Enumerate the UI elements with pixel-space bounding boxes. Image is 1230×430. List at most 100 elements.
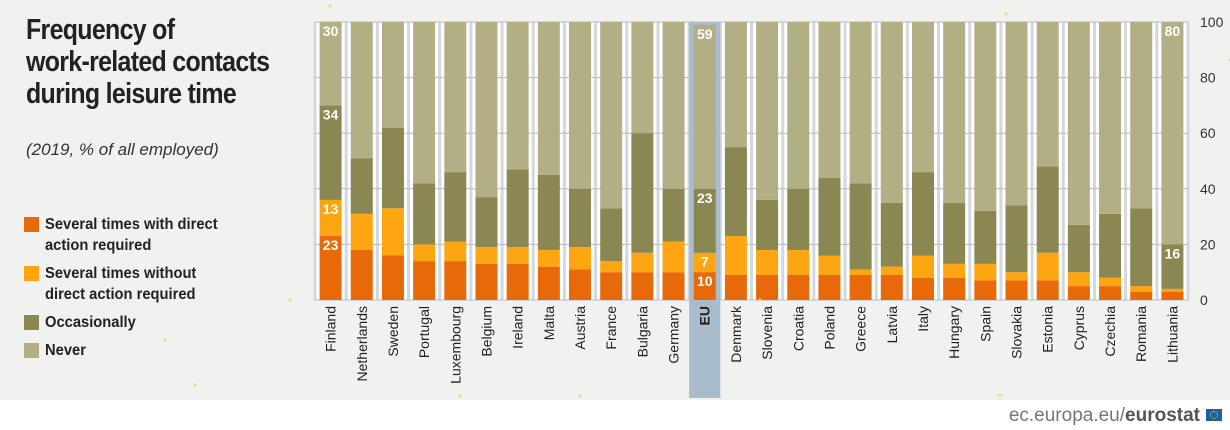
x-tick-label: Portugal: [416, 306, 432, 358]
x-tick-label: Estonia: [1040, 306, 1056, 353]
bar-segment: [818, 274, 841, 300]
title-line: Frequency of: [26, 14, 175, 46]
bar-segment: [1005, 280, 1028, 300]
bar-segment: [1099, 286, 1122, 300]
x-tick-label: Poland: [821, 306, 837, 350]
bar-segment: [1130, 286, 1153, 292]
bar-segment: [569, 269, 592, 300]
bar-segment: [1161, 288, 1184, 292]
legend-swatch: [24, 266, 39, 281]
data-label: 59: [697, 26, 713, 42]
bar-segment: [631, 252, 654, 273]
x-tick-label: Denmark: [728, 305, 744, 363]
bar-segment: [911, 255, 934, 278]
bar-segment: [756, 22, 779, 200]
bar-segment: [693, 188, 716, 253]
bar-segment: [350, 22, 373, 159]
y-tick-label: 40: [1200, 181, 1216, 197]
bar-segment: [818, 22, 841, 178]
x-tick-label: Finland: [323, 306, 339, 352]
bar-segment: [475, 22, 498, 198]
bar-segment: [911, 22, 934, 173]
data-label: 34: [323, 106, 339, 122]
y-tick-label: 0: [1200, 292, 1208, 308]
bar-segment: [475, 263, 498, 300]
bar-segment: [506, 247, 529, 264]
bar-segment: [662, 241, 685, 273]
bar-segment: [974, 263, 997, 281]
x-tick-label: Spain: [977, 306, 993, 342]
stacked-bar-chart: 0 20 40 60 80 100 23 13 34 30 Finland Netherlands Sw…: [163, 4, 1230, 398]
x-tick-label: Greece: [853, 306, 869, 352]
x-tick-label: Croatia: [790, 306, 806, 351]
bar-segment: [849, 274, 872, 300]
x-tick-label: Czechia: [1102, 306, 1118, 357]
bar-segment: [849, 269, 872, 275]
legend-item: Never: [24, 340, 255, 361]
x-tick-label: Romania: [1133, 306, 1149, 362]
legend-item: Several times with direct action require…: [24, 214, 255, 256]
bar-segment: [475, 247, 498, 264]
bar-segment: [1067, 224, 1090, 273]
bar-segment: [724, 274, 747, 300]
bar-segment: [506, 169, 529, 248]
x-tick-label: Luxembourg: [447, 306, 463, 384]
data-label: 10: [697, 273, 713, 289]
source-link[interactable]: ec.europa.eu/eurostat: [1009, 405, 1200, 427]
bar-segment: [1036, 22, 1059, 167]
bar-segment: [943, 263, 966, 278]
bar-segment: [381, 22, 404, 128]
bar-segment: [1099, 213, 1122, 278]
data-label: 16: [1165, 245, 1181, 261]
legend-item: Several times without direct action requ…: [24, 263, 255, 305]
decorative-dot: [193, 383, 197, 387]
legend-label: Never: [45, 342, 86, 359]
bar-segment: [319, 199, 342, 237]
legend-swatch: [24, 315, 39, 330]
bar-segment: [569, 188, 592, 248]
bar-segment: [413, 244, 436, 262]
bar-segment: [911, 172, 934, 256]
data-label: 7: [701, 254, 709, 270]
legend-item: Occasionally: [24, 312, 255, 333]
bar-segment: [319, 105, 342, 200]
decorative-dot: [163, 338, 167, 342]
bar-segment: [880, 202, 903, 267]
x-tick-label: France: [603, 306, 619, 350]
bar-segment: [381, 208, 404, 256]
x-tick-label: Slovenia: [759, 306, 775, 360]
source-domain: ec.europa.eu/: [1008, 405, 1126, 426]
bar-segment: [1067, 22, 1090, 225]
bar-segment: [724, 22, 747, 148]
x-tick-label: Ireland: [510, 306, 526, 349]
legend-swatch: [24, 217, 39, 232]
bar-segment: [350, 213, 373, 250]
bar-segment: [1036, 252, 1059, 281]
bar-segment: [943, 22, 966, 203]
bar-segment: [537, 266, 560, 300]
bar-segment: [911, 277, 934, 300]
bar-segment: [631, 22, 654, 134]
bar-segment: [1067, 286, 1090, 300]
bar-segment: [787, 22, 810, 189]
decorative-dot: [458, 394, 462, 398]
bar-segment: [1005, 205, 1028, 273]
bar-segment: [319, 22, 342, 106]
bar-segment: [974, 22, 997, 212]
bar-segment: [756, 274, 779, 300]
bar-segment: [662, 188, 685, 242]
bar-segment: [1161, 244, 1184, 289]
legend-label: Several times with direct action require…: [45, 216, 218, 254]
data-label: 30: [323, 23, 339, 39]
bar-segment: [600, 22, 623, 209]
eu-flag-icon: [1206, 409, 1222, 421]
bar-segment: [381, 255, 404, 300]
bar-segment: [724, 147, 747, 237]
title-line: during leisure time: [26, 78, 237, 110]
legend-label: Several times without direct action requ…: [45, 265, 197, 303]
bar-segment: [444, 261, 467, 300]
bar-segment: [787, 249, 810, 275]
x-tick-label: Belgium: [478, 306, 494, 357]
bar-segment: [974, 211, 997, 264]
bar-segment: [537, 174, 560, 250]
